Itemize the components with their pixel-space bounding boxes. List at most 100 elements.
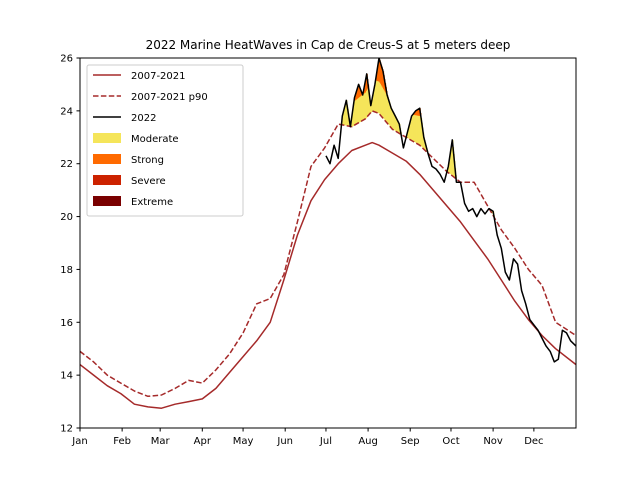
heatwave-band-0 xyxy=(352,112,354,127)
heatwave-band-1 xyxy=(380,64,383,86)
heatwave-band-0 xyxy=(382,87,384,118)
heatwave-band-0 xyxy=(390,106,392,127)
legend-swatch-patch xyxy=(93,133,121,143)
heatwave-band-1 xyxy=(358,84,360,98)
heatwave-band-0 xyxy=(378,81,381,114)
heatwave-band-0 xyxy=(395,117,398,132)
y-tick-label: 16 xyxy=(60,318,73,329)
heatwave-band-0 xyxy=(393,113,395,131)
heatwave-band-0 xyxy=(451,144,453,176)
heatwave-band-0 xyxy=(397,120,399,133)
heatwave-band-0 xyxy=(368,87,370,116)
heatwave-band-0 xyxy=(421,122,423,148)
x-axis: Jan Feb Mar Apr May Jun Jul Aug Sep Oct Nov Dec xyxy=(71,428,544,447)
heatwave-band-0 xyxy=(377,81,379,113)
y-tick-label: 22 xyxy=(60,159,73,170)
heatwave-band-0 xyxy=(376,80,378,113)
heatwave-band-0 xyxy=(362,95,364,121)
legend-label: Severe xyxy=(131,176,166,187)
heatwave-band-0 xyxy=(363,93,365,120)
y-axis: 12 14 16 18 20 22 24 26 xyxy=(60,54,80,435)
heatwave-band-0 xyxy=(414,115,417,143)
heatwave-band-0 xyxy=(353,102,355,126)
heatwave-band-0 xyxy=(383,88,385,119)
heatwave-band-0 xyxy=(410,121,412,140)
legend-label: Strong xyxy=(131,155,164,166)
heatwave-band-0 xyxy=(453,146,455,177)
y-tick-label: 20 xyxy=(60,212,73,223)
heatwave-band-0 xyxy=(380,84,382,116)
heatwave-band-1 xyxy=(414,111,417,116)
heatwave-band-1 xyxy=(413,113,415,115)
heatwave-band-1 xyxy=(376,75,378,81)
heatwave-band-0 xyxy=(389,103,391,127)
heatwave-band-1 xyxy=(414,112,416,116)
heatwave-band-0 xyxy=(418,115,420,145)
y-tick-label: 24 xyxy=(60,106,73,117)
heatwave-band-0 xyxy=(357,98,359,124)
heatwave-band-0 xyxy=(450,153,452,175)
heatwave-band-0 xyxy=(396,118,398,132)
heatwave-band-0 xyxy=(372,98,374,111)
heatwave-band-1 xyxy=(364,87,366,94)
heatwave-band-0 xyxy=(360,96,362,122)
heatwave-band-0 xyxy=(415,115,417,143)
y-tick-label: 14 xyxy=(60,371,73,382)
heatwave-band-0 xyxy=(345,102,347,126)
series-line-0 xyxy=(80,141,576,409)
legend-label: 2007-2021 p90 xyxy=(131,92,208,103)
heatwave-band-0 xyxy=(389,101,391,126)
heatwave-band-0 xyxy=(354,100,356,126)
x-tick-label: Aug xyxy=(358,436,378,447)
heatwave-band-0 xyxy=(375,80,377,113)
heatwave-band-1 xyxy=(376,71,378,81)
heatwave-band-0 xyxy=(346,100,348,126)
heatwave-band-0 xyxy=(412,115,414,141)
heatwave-band-0 xyxy=(419,116,421,146)
heatwave-band-0 xyxy=(450,148,453,175)
heatwave-band-0 xyxy=(411,116,413,141)
heatwave-band-0 xyxy=(353,107,355,126)
heatwave-band-1 xyxy=(359,87,362,97)
x-tick-label: Sep xyxy=(401,436,420,447)
x-tick-label: Oct xyxy=(442,436,459,447)
heatwave-band-1 xyxy=(417,109,419,116)
heatwave-band-0 xyxy=(387,96,389,124)
heatwave-band-0 xyxy=(491,210,493,214)
heatwave-band-1 xyxy=(365,80,367,93)
heatwave-band-0 xyxy=(366,91,368,118)
heatwave-band-0 xyxy=(344,105,347,126)
heatwave-band-1 xyxy=(382,69,384,88)
y-tick-label: 18 xyxy=(60,265,73,276)
series-line-2 xyxy=(325,58,576,363)
heatwave-band-1 xyxy=(381,66,383,87)
heatwave-band-0 xyxy=(395,116,397,131)
heatwave-band-0 xyxy=(423,137,425,150)
heatwave-band-1 xyxy=(418,109,420,116)
heatwave-band-0 xyxy=(364,92,366,120)
heatwave-band-0 xyxy=(386,94,388,123)
legend-label: 2007-2021 xyxy=(131,71,186,82)
heatwave-band-0 xyxy=(391,108,393,128)
heatwave-band-1 xyxy=(417,109,419,116)
heatwave-band-0 xyxy=(417,115,419,145)
heatwave-band-0 xyxy=(379,82,381,115)
heatwave-band-0 xyxy=(361,95,363,122)
plot-frame xyxy=(79,57,577,429)
heatwave-band-0 xyxy=(449,157,451,174)
heatwave-band-0 xyxy=(388,99,390,125)
x-tick-label: May xyxy=(233,436,254,447)
heatwave-band-0 xyxy=(408,129,410,139)
heatwave-band-0 xyxy=(413,114,415,142)
heatwave-band-0 xyxy=(358,97,360,123)
heatwave-band-0 xyxy=(452,139,454,176)
series-lines xyxy=(80,58,576,409)
heatwave-band-0 xyxy=(365,92,367,119)
heatwave-band-1 xyxy=(379,60,381,83)
x-tick-label: Jun xyxy=(276,436,293,447)
heatwave-band-0 xyxy=(376,80,378,113)
heatwave-band-0 xyxy=(409,124,411,140)
heatwave-band-0 xyxy=(366,89,368,118)
heatwave-band-0 xyxy=(383,90,385,120)
